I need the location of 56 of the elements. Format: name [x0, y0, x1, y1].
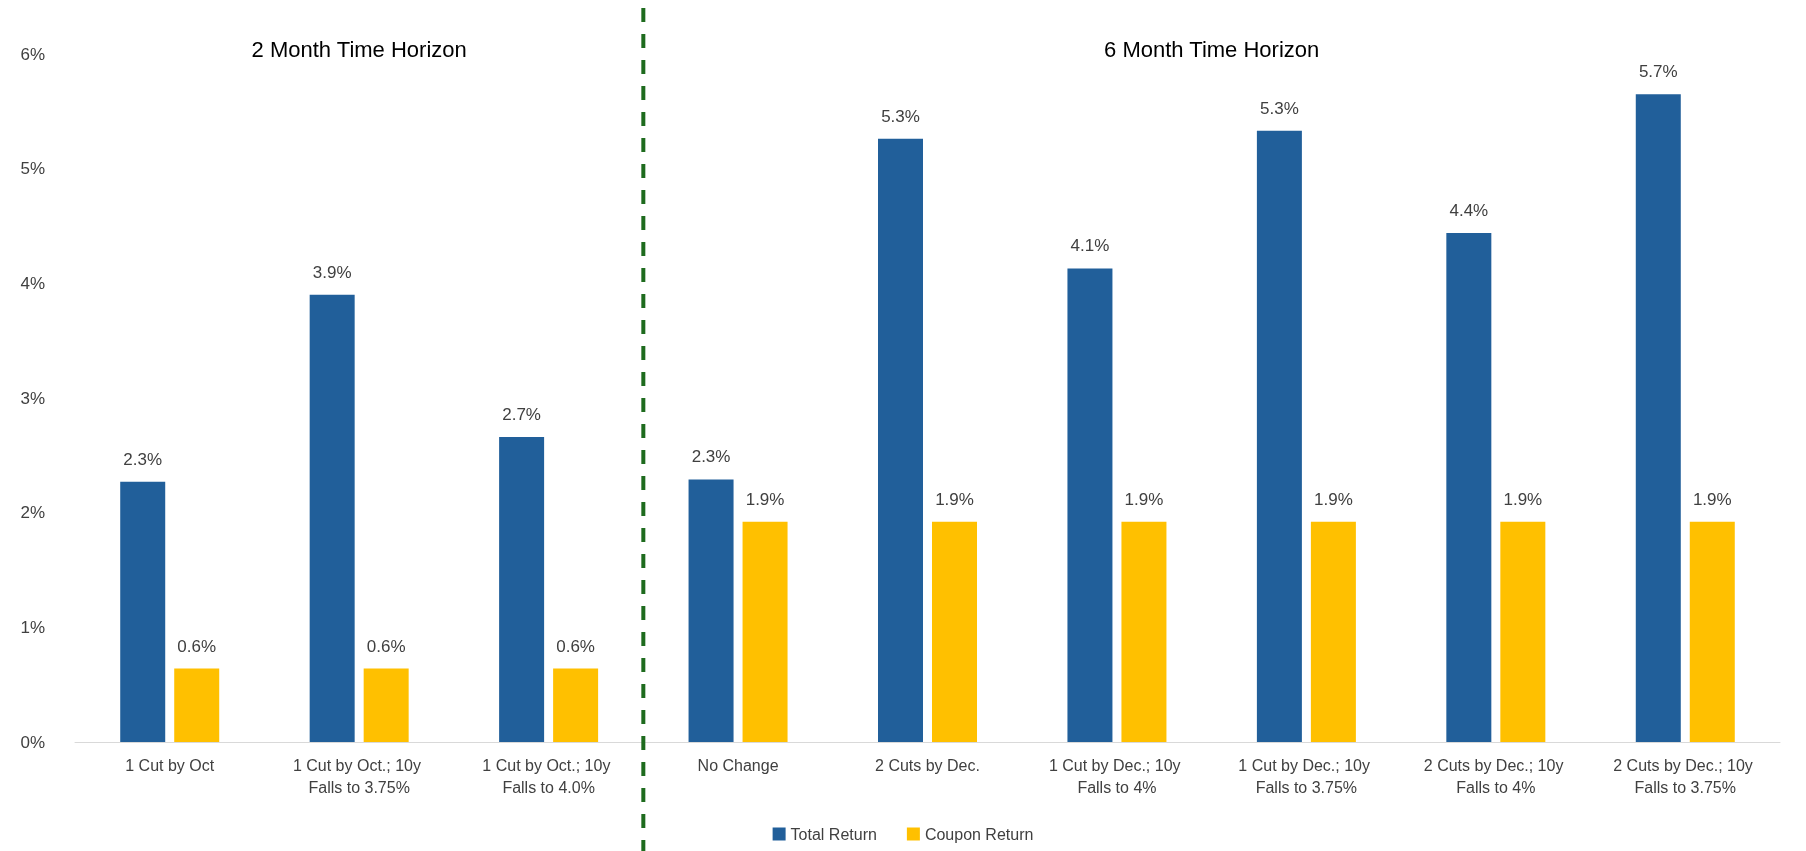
bar — [1635, 94, 1681, 742]
data-label: 3.9% — [312, 262, 352, 282]
bar — [742, 521, 788, 742]
x-tick-label: 1 Cut by Oct — [125, 756, 215, 774]
data-label: 0.6% — [556, 636, 595, 656]
data-label: 1.9% — [935, 489, 974, 509]
data-label: 1.9% — [1503, 489, 1543, 509]
x-tick-label: 1 Cut by Oct.; 10y Falls to 3.75% — [292, 756, 426, 796]
bar — [878, 138, 923, 742]
bar — [932, 521, 977, 742]
data-label: 4.1% — [1070, 236, 1110, 256]
y-tick-label: 1% — [20, 617, 45, 637]
bar — [1067, 268, 1113, 742]
legend-label: Coupon Return — [924, 825, 1034, 843]
bar — [688, 479, 734, 742]
x-tick-label: 1 Cut by Dec.; 10y Falls to 4% — [1048, 756, 1185, 796]
bar — [309, 294, 355, 742]
bar — [499, 436, 545, 742]
data-label: 1.9% — [1124, 489, 1164, 509]
data-label: 5.7% — [1638, 62, 1678, 82]
x-tick-label: 2 Cuts by Dec.; 10y Falls to 4% — [1423, 756, 1568, 796]
data-label: 5.3% — [1260, 98, 1299, 118]
bar — [1689, 521, 1735, 742]
bar — [553, 668, 599, 742]
bar — [1446, 232, 1492, 742]
legend-label: Total Return — [790, 825, 877, 843]
data-label: 0.6% — [366, 636, 406, 656]
data-label: 2.3% — [123, 449, 163, 469]
bar — [363, 668, 409, 742]
bar — [174, 668, 220, 742]
bar — [1310, 521, 1356, 742]
x-tick-label: 2 Cuts by Dec. — [875, 756, 980, 774]
x-tick-label: 1 Cut by Oct.; 10y Falls to 4.0% — [482, 756, 615, 796]
x-tick-label: 1 Cut by Dec.; 10y Falls to 3.75% — [1238, 756, 1375, 796]
y-tick-label: 4% — [20, 273, 45, 293]
y-tick-label: 6% — [20, 44, 45, 64]
data-label: 4.4% — [1449, 200, 1489, 220]
data-label: 2.3% — [691, 447, 731, 467]
annotation: 2 Month Time Horizon — [251, 36, 467, 62]
bar — [1500, 521, 1546, 742]
y-tick-label: 2% — [20, 503, 45, 523]
y-tick-label: 0% — [20, 732, 45, 752]
data-label: 0.6% — [177, 636, 217, 656]
y-tick-label: 3% — [20, 388, 45, 408]
data-label: 5.3% — [881, 106, 920, 126]
x-tick-label: No Change — [697, 756, 779, 774]
data-label: 1.9% — [1692, 489, 1732, 509]
bar — [120, 481, 166, 742]
annotation: 6 Month Time Horizon — [1104, 36, 1320, 62]
bar — [1121, 521, 1167, 742]
data-label: 1.9% — [1314, 489, 1353, 509]
data-label: 1.9% — [745, 489, 785, 509]
data-label: 2.7% — [502, 404, 541, 424]
bar — [1256, 130, 1302, 742]
y-tick-label: 5% — [20, 159, 45, 179]
x-tick-label: 2 Cuts by Dec.; 10y Falls to 3.75% — [1613, 756, 1758, 796]
